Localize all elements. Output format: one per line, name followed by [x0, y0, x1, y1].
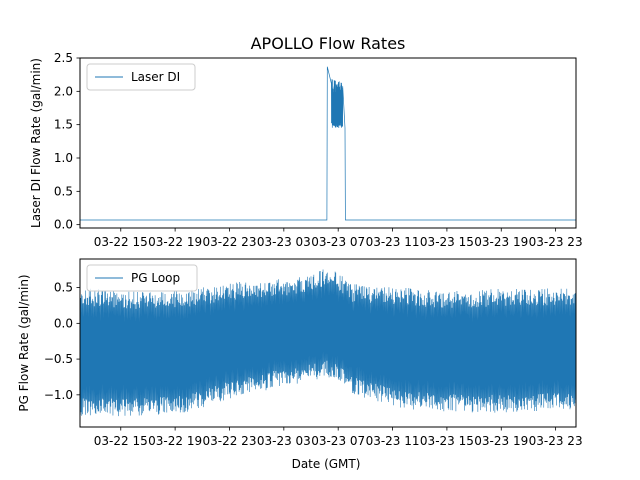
top-plot-frame: [79, 57, 577, 229]
top-x-tick-label: 03-23 03: [257, 235, 311, 249]
top-x-tick-label: 03-23 11: [366, 235, 420, 249]
bottom-y-tick-label: 0.0: [54, 316, 73, 330]
bottom-x-ticks: 03-22 15 03-22 19 03-22 23 03-23 03 03-23 07…: [94, 427, 583, 448]
bottom-plot-frame: [79, 258, 577, 428]
bottom-x-tick-label: 03-23 19: [474, 434, 528, 448]
top-y-tick-label: 1.0: [54, 151, 73, 165]
bottom-x-tick-label: 03-23 03: [257, 434, 311, 448]
top-x-ticks: 03-22 15 03-22 19 03-22 23 03-23 03 03-23 07…: [94, 228, 583, 249]
top-y-tick-label: 2.0: [54, 84, 73, 98]
top-x-tick-label: 03-22 15: [94, 235, 148, 249]
top-panel: 0.0 0.5 1.0 1.5 2.0 2.5 03-22 15 03-22 19 03-22…: [29, 51, 583, 249]
chart-title: APOLLO Flow Rates: [251, 34, 406, 53]
bottom-legend-label: PG Loop: [131, 271, 180, 285]
bottom-x-tick-label: 03-23 15: [420, 434, 474, 448]
top-y-axis-label: Laser DI Flow Rate (gal/min): [29, 58, 43, 228]
bottom-y-tick-label: −1.0: [44, 388, 73, 402]
pg-loop-series: [80, 269, 576, 417]
bottom-x-tick-label: 03-22 15: [94, 434, 148, 448]
top-x-tick-label: 03-23 19: [474, 235, 528, 249]
laser-di-line: [80, 66, 576, 221]
top-x-tick-label: 03-22 19: [148, 235, 202, 249]
bottom-y-tick-label: −0.5: [44, 352, 73, 366]
bottom-y-axis-label: PG Flow Rate (gal/min): [17, 274, 31, 411]
bottom-y-tick-label: 0.5: [54, 281, 73, 295]
bottom-x-tick-label: 03-23 23: [529, 434, 583, 448]
top-x-tick-label: 03-23 15: [420, 235, 474, 249]
top-legend-box: [86, 63, 196, 91]
top-y-tick-label: 0.5: [54, 184, 73, 198]
top-legend: Laser DI: [86, 63, 196, 91]
bottom-legend-box: [86, 264, 198, 292]
bottom-x-tick-label: 03-22 19: [148, 434, 202, 448]
top-legend-label: Laser DI: [131, 70, 180, 84]
top-y-tick-label: 0.0: [54, 218, 73, 232]
top-y-tick-label: 1.5: [54, 118, 73, 132]
bottom-y-ticks: −1.0 −0.5 0.0 0.5: [44, 281, 80, 402]
laser-di-series: [80, 66, 576, 221]
bottom-x-tick-label: 03-23 11: [366, 434, 420, 448]
bottom-x-tick-label: 03-23 07: [311, 434, 365, 448]
bottom-panel: −1.0−0.50.00.5 03-22 15 03-22 19 03-22 23 0…: [17, 258, 583, 471]
top-y-ticks: 0.0 0.5 1.0 1.5 2.0 2.5: [54, 51, 80, 232]
pg-loop-line: [80, 269, 576, 417]
top-x-tick-label: 03-23 23: [529, 235, 583, 249]
top-x-tick-label: 03-22 23: [203, 235, 257, 249]
top-x-tick-label: 03-23 07: [311, 235, 365, 249]
x-axis-label: Date (GMT): [292, 457, 361, 471]
bottom-legend: PG Loop: [86, 264, 198, 292]
top-y-tick-label: 2.5: [54, 51, 73, 65]
bottom-x-tick-label: 03-22 23: [203, 434, 257, 448]
